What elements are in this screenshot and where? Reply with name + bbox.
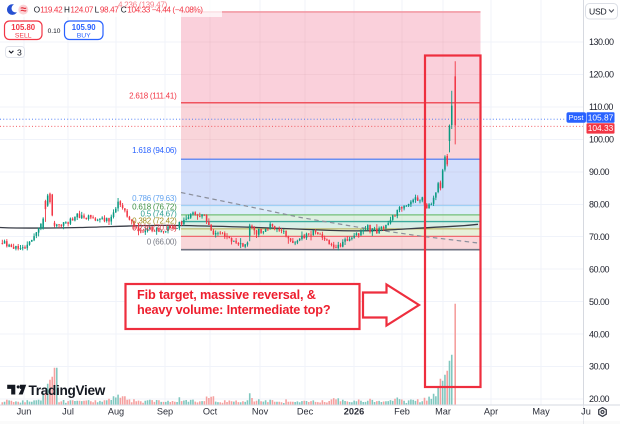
svg-text:Apr: Apr xyxy=(484,407,498,417)
svg-text:heavy volume: Intermediate top: heavy volume: Intermediate top? xyxy=(137,303,331,317)
svg-text:100.00: 100.00 xyxy=(589,135,614,145)
svg-text:130.00: 130.00 xyxy=(589,37,614,47)
svg-text:104.33: 104.33 xyxy=(588,123,614,133)
svg-text:Nov: Nov xyxy=(252,407,269,417)
svg-text:Feb: Feb xyxy=(394,407,410,417)
svg-text:3: 3 xyxy=(17,48,22,58)
svg-text:BUY: BUY xyxy=(77,33,91,40)
svg-text:Jul: Jul xyxy=(62,407,74,417)
svg-text:Ju: Ju xyxy=(581,407,591,417)
svg-text:120.00: 120.00 xyxy=(589,70,614,80)
svg-text:Jun: Jun xyxy=(17,407,32,417)
svg-text:SELL: SELL xyxy=(15,33,32,40)
svg-text:2026: 2026 xyxy=(344,407,364,417)
svg-text:4.236 (139.47): 4.236 (139.47) xyxy=(118,1,168,10)
svg-text:105.80: 105.80 xyxy=(11,23,36,32)
svg-text:0.5 (74.67): 0.5 (74.67) xyxy=(141,209,178,218)
svg-text:2.618 (111.41): 2.618 (111.41) xyxy=(129,92,177,101)
svg-text:≈: ≈ xyxy=(20,4,26,16)
svg-text:Sep: Sep xyxy=(157,407,173,417)
svg-text:Aug: Aug xyxy=(108,407,124,417)
svg-text:30.00: 30.00 xyxy=(589,362,610,372)
svg-text:0 (66.00): 0 (66.00) xyxy=(147,238,177,247)
svg-text:1.618 (94.06): 1.618 (94.06) xyxy=(132,146,177,155)
svg-text:20.00: 20.00 xyxy=(589,394,610,404)
svg-text:TradingView: TradingView xyxy=(29,383,106,398)
svg-text:80.00: 80.00 xyxy=(589,200,610,210)
svg-text:0.382 (72.42): 0.382 (72.42) xyxy=(132,216,177,225)
svg-text:Dec: Dec xyxy=(297,407,314,417)
svg-text:0.10: 0.10 xyxy=(48,28,61,35)
svg-text:Fib target, massive reversal,: Fib target, massive reversal, & xyxy=(137,288,316,302)
svg-text:105.90: 105.90 xyxy=(72,23,97,32)
svg-text:0.236 (70.09): 0.236 (70.09) xyxy=(132,224,177,233)
svg-text:50.00: 50.00 xyxy=(589,297,610,307)
svg-text:40.00: 40.00 xyxy=(589,329,610,339)
svg-text:Post: Post xyxy=(569,113,584,122)
svg-text:60.00: 60.00 xyxy=(589,264,610,274)
svg-text:USD: USD xyxy=(589,6,607,16)
svg-text:70.00: 70.00 xyxy=(589,232,610,242)
svg-text:105.87: 105.87 xyxy=(588,112,614,122)
svg-text:110.00: 110.00 xyxy=(589,102,613,112)
svg-text:0.786 (79.63): 0.786 (79.63) xyxy=(132,194,177,203)
svg-text:90.00: 90.00 xyxy=(589,167,610,177)
svg-text:Mar: Mar xyxy=(435,407,451,417)
svg-text:Oct: Oct xyxy=(203,407,218,417)
svg-text:May: May xyxy=(532,407,550,417)
svg-text:0.618 (76.72): 0.618 (76.72) xyxy=(132,202,177,211)
